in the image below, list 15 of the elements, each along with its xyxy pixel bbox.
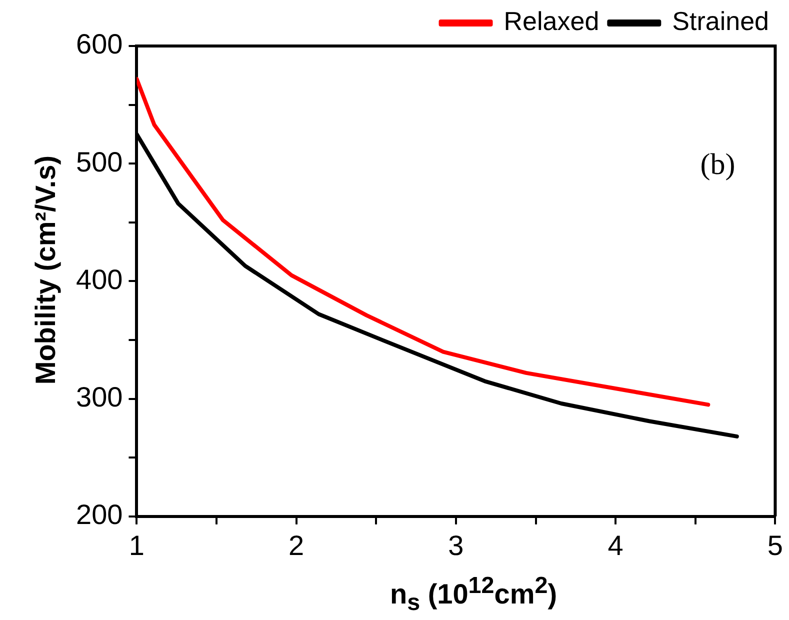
x-tick-label: 3 bbox=[448, 530, 464, 561]
x-tick-label: 2 bbox=[288, 530, 304, 561]
legend-label: Relaxed bbox=[504, 6, 600, 36]
x-axis-title: n$_{s}$ (10$^{12}$cm$^{2}$) bbox=[388, 572, 558, 616]
y-tick-label: 300 bbox=[76, 382, 123, 413]
y-tick-label: 600 bbox=[76, 28, 123, 60]
annotation: (b) bbox=[700, 148, 736, 181]
x-tick-label: 4 bbox=[608, 530, 624, 561]
legend-label: Strained bbox=[672, 6, 770, 36]
y-tick-label: 400 bbox=[76, 264, 123, 295]
x-tick-label: 1 bbox=[128, 530, 145, 561]
y-tick-label: 500 bbox=[76, 146, 123, 178]
x-tick-label: 5 bbox=[767, 530, 784, 561]
y-tick-label: 200 bbox=[76, 499, 123, 530]
y-axis-title: Mobility (cm²/V.s) bbox=[30, 155, 62, 385]
